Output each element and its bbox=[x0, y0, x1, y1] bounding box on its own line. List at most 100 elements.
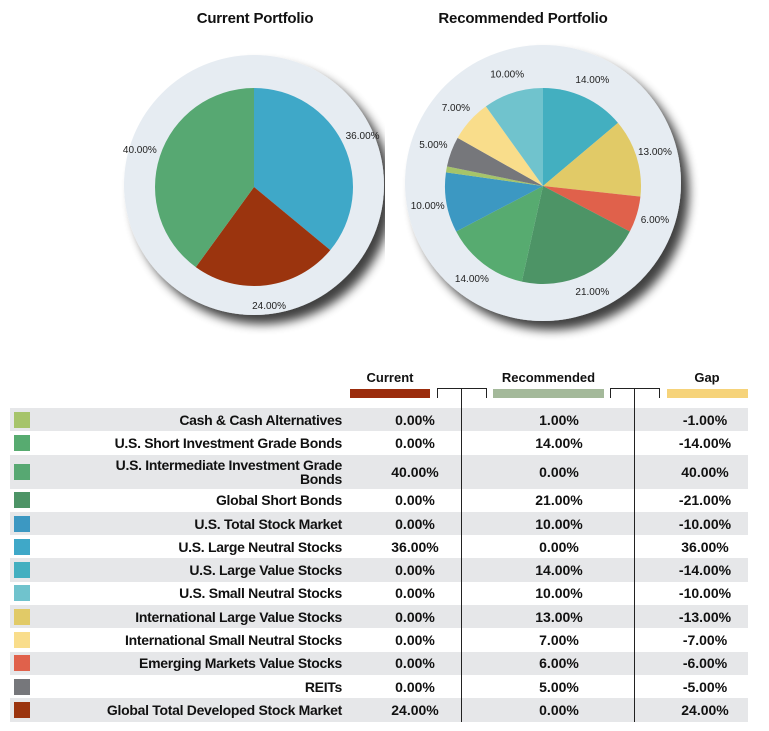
legend-current-label: Current bbox=[366, 370, 414, 385]
pie-slice bbox=[543, 122, 641, 197]
pie-slice bbox=[485, 88, 543, 186]
table-row: U.S. Intermediate Investment Grade Bonds… bbox=[10, 454, 748, 489]
pie-slice bbox=[445, 172, 543, 232]
recommended-portfolio-title: Recommended Portfolio bbox=[438, 10, 608, 27]
gap-value: -13.00% bbox=[678, 608, 732, 625]
pie-slice bbox=[446, 137, 543, 186]
color-swatch bbox=[14, 655, 30, 672]
pie-slice bbox=[457, 106, 543, 186]
color-swatch bbox=[14, 492, 30, 509]
table-row: U.S. Total Stock Market 0.00% 10.00% -10.00… bbox=[10, 511, 748, 536]
table-row: U.S. Large Neutral Stocks 36.00% 0.00% 36.0… bbox=[10, 535, 748, 558]
current-value: 0.00% bbox=[395, 562, 435, 579]
current-value: 0.00% bbox=[395, 434, 435, 451]
recommended-value: 13.00% bbox=[535, 608, 583, 625]
pie-slice-label: 6.00% bbox=[641, 215, 669, 226]
current-portfolio-title: Current Portfolio bbox=[196, 10, 314, 27]
table-row: REITs 0.00% 5.00% -5.00% bbox=[10, 675, 748, 698]
legend-recommended-bar bbox=[493, 389, 604, 398]
gap-value: 36.00% bbox=[681, 538, 729, 555]
asset-class-name: U.S. Small Neutral Stocks bbox=[179, 585, 342, 602]
asset-class-name: U.S. Large Value Stocks bbox=[189, 562, 342, 579]
pie-slice-label: 10.00% bbox=[490, 70, 524, 81]
gap-value: -10.00% bbox=[678, 515, 732, 532]
color-swatch bbox=[14, 585, 30, 602]
recommended-value: 14.00% bbox=[535, 562, 583, 579]
color-swatch bbox=[14, 608, 30, 625]
legend-gap-bar bbox=[667, 389, 748, 398]
pie-slice bbox=[521, 186, 630, 284]
pie-slice-label: 14.00% bbox=[575, 75, 609, 86]
pie-slice-label: 5.00% bbox=[419, 140, 447, 151]
asset-class-name: U.S. Large Neutral Stocks bbox=[178, 538, 342, 555]
column-divider bbox=[634, 388, 635, 722]
current-value: 0.00% bbox=[395, 515, 435, 532]
pie-slice bbox=[543, 88, 618, 186]
table-row: Cash & Cash Alternatives 0.00% 1.00% -1.00% bbox=[10, 408, 748, 432]
color-swatch bbox=[14, 515, 30, 532]
gap-value: 40.00% bbox=[681, 463, 729, 480]
recommended-value: 10.00% bbox=[535, 515, 583, 532]
legend-current-bar bbox=[350, 389, 430, 398]
table-row: Emerging Markets Value Stocks 0.00% 6.00% -… bbox=[10, 651, 748, 675]
asset-class-name: Emerging Markets Value Stocks bbox=[139, 655, 342, 672]
current-value: 0.00% bbox=[395, 411, 435, 428]
pie-slice bbox=[445, 166, 543, 186]
pie-slice bbox=[195, 187, 331, 286]
recommended-value: 0.00% bbox=[539, 463, 579, 480]
gap-value: -21.00% bbox=[678, 492, 732, 509]
asset-class-name: REITs bbox=[304, 678, 342, 695]
current-portfolio-pie: 36.00% 24.00% 40.00% bbox=[123, 55, 384, 315]
color-swatch bbox=[14, 701, 30, 718]
color-swatch bbox=[14, 434, 30, 451]
pie-slice-label: 21.00% bbox=[575, 287, 609, 298]
asset-class-name: U.S. Total Stock Market bbox=[194, 515, 342, 532]
table-row: Global Total Developed Stock Market 24.00… bbox=[10, 698, 748, 722]
gap-value: -1.00% bbox=[682, 411, 728, 428]
current-value: 0.00% bbox=[395, 608, 435, 625]
current-value: 0.00% bbox=[395, 585, 435, 602]
pie-slice-label: 7.00% bbox=[442, 103, 470, 114]
asset-class-name: U.S. Short Investment Grade Bonds bbox=[114, 434, 343, 451]
current-value: 24.00% bbox=[391, 701, 439, 718]
current-value: 0.00% bbox=[395, 655, 435, 672]
recommended-value: 0.00% bbox=[539, 701, 579, 718]
table-row: International Large Value Stocks 0.00% 13.… bbox=[10, 605, 748, 629]
pie-slice-label: 36.00% bbox=[346, 131, 380, 142]
legend-gap-label: Gap bbox=[694, 370, 720, 385]
recommended-value: 10.00% bbox=[535, 585, 583, 602]
asset-class-name: Cash & Cash Alternatives bbox=[179, 411, 342, 428]
color-swatch bbox=[14, 632, 30, 649]
recommended-value: 0.00% bbox=[539, 538, 579, 555]
recommended-value: 14.00% bbox=[535, 434, 583, 451]
gap-value: -14.00% bbox=[678, 434, 732, 451]
current-value: 0.00% bbox=[395, 632, 435, 649]
pie-slice-label: 24.00% bbox=[252, 301, 286, 312]
recommended-portfolio-pie: 14.00% 13.00% 6.00% 21.00% 14.00% 10.00% 5.00%… bbox=[405, 45, 681, 321]
pie-slice-label: 13.00% bbox=[638, 147, 672, 158]
recommended-value: 1.00% bbox=[539, 411, 579, 428]
recommended-value: 5.00% bbox=[539, 678, 579, 695]
color-swatch bbox=[14, 411, 30, 428]
recommended-value: 6.00% bbox=[539, 655, 579, 672]
color-swatch bbox=[14, 538, 30, 555]
table-row: Global Short Bonds 0.00% 21.00% -21.00% bbox=[10, 489, 748, 512]
gap-value: -10.00% bbox=[678, 585, 732, 602]
pie-slice bbox=[543, 186, 641, 232]
gap-value: -14.00% bbox=[678, 562, 732, 579]
pie-slice-label: 40.00% bbox=[123, 145, 157, 156]
table-row: U.S. Large Value Stocks 0.00% 14.00% -14.00… bbox=[10, 558, 748, 582]
allocation-table: Cash & Cash Alternatives 0.00% 1.00% -1.00%… bbox=[10, 408, 748, 722]
asset-class-name: Global Short Bonds bbox=[215, 492, 342, 509]
current-value: 0.00% bbox=[395, 678, 435, 695]
table-row: U.S. Small Neutral Stocks 0.00% 10.00% -10.… bbox=[10, 582, 748, 605]
color-swatch bbox=[14, 463, 30, 480]
gap-value: 24.00% bbox=[681, 701, 729, 718]
table-row: U.S. Short Investment Grade Bonds 0.00% 14… bbox=[10, 431, 748, 454]
gap-value: -6.00% bbox=[682, 655, 728, 672]
pie-slice-label: 10.00% bbox=[411, 201, 445, 212]
legend-bracket bbox=[610, 388, 660, 398]
legend-bracket bbox=[437, 388, 487, 398]
asset-class-name: International Large Value Stocks bbox=[135, 608, 342, 625]
recommended-value: 7.00% bbox=[539, 632, 579, 649]
